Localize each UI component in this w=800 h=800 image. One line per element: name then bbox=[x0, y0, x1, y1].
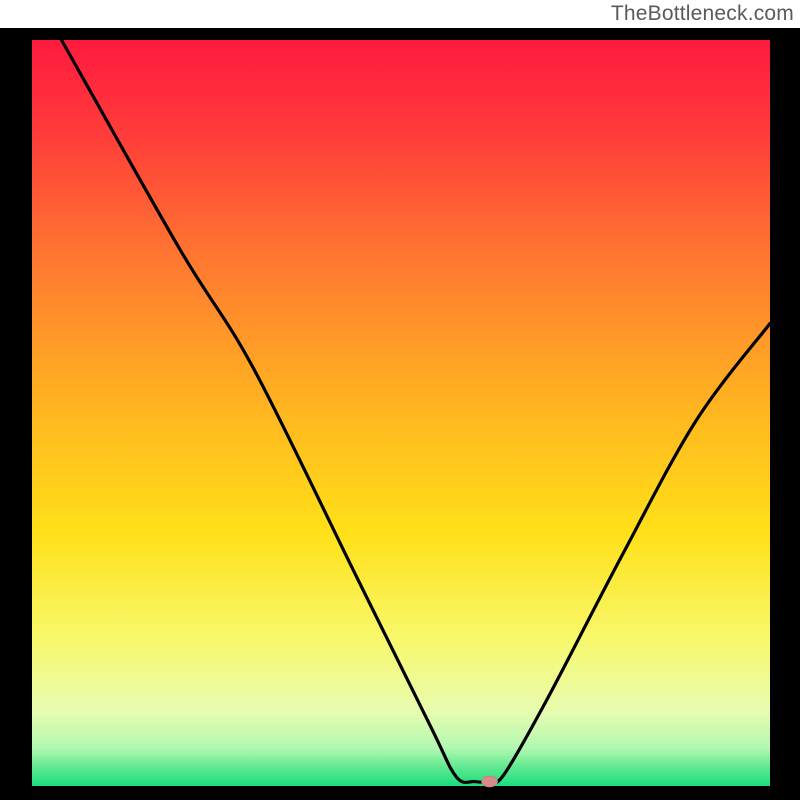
bottleneck-chart bbox=[0, 28, 800, 800]
gradient-background bbox=[32, 40, 770, 786]
plot-area bbox=[0, 28, 800, 800]
chart-container: TheBottleneck.com bbox=[0, 0, 800, 800]
optimal-marker bbox=[482, 776, 498, 787]
watermark-text: TheBottleneck.com bbox=[611, 2, 794, 26]
